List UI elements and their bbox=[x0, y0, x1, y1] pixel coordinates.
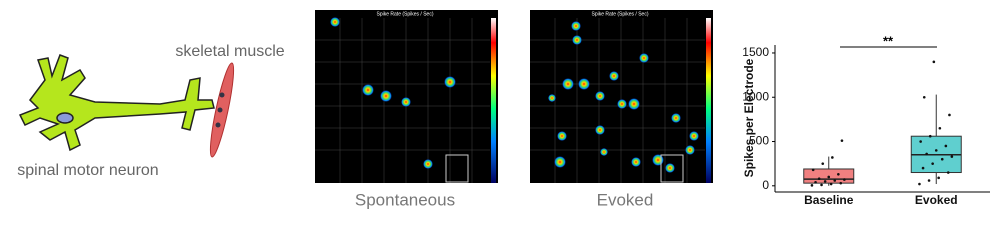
annotation: ** bbox=[883, 33, 894, 48]
heatmap bbox=[530, 10, 713, 183]
data-point bbox=[814, 180, 817, 184]
data-point bbox=[944, 144, 948, 148]
y-tick-label: 500 bbox=[749, 134, 769, 148]
y-axis-label: Spikes per Electrode bbox=[742, 58, 756, 177]
caption: Spontaneous bbox=[355, 190, 455, 209]
data-point bbox=[831, 156, 834, 159]
data-point bbox=[811, 168, 815, 172]
figure: skeletal muscle spinal motor neuron Spik… bbox=[17, 10, 990, 209]
data-point bbox=[837, 172, 840, 176]
label: spinal motor neuron bbox=[17, 162, 158, 179]
neuron-illustration bbox=[18, 54, 215, 152]
data-point bbox=[827, 175, 831, 179]
data-point bbox=[937, 176, 940, 180]
x-tick-label: Baseline bbox=[804, 193, 854, 207]
data-point bbox=[810, 184, 814, 187]
caption: Evoked bbox=[597, 190, 654, 209]
data-point bbox=[934, 149, 938, 152]
data-point bbox=[922, 95, 926, 99]
label: skeletal muscle bbox=[175, 43, 284, 60]
data-point bbox=[823, 180, 827, 183]
data-point bbox=[833, 179, 837, 182]
data-point bbox=[918, 182, 921, 186]
data-point bbox=[938, 126, 942, 130]
data-point bbox=[932, 60, 936, 64]
data-point bbox=[829, 182, 833, 186]
data-point bbox=[921, 166, 925, 170]
y-tick-label: 1000 bbox=[742, 89, 769, 103]
data-point bbox=[840, 139, 844, 142]
data-point bbox=[928, 134, 932, 138]
data-point bbox=[948, 113, 951, 117]
y-tick-label: 0 bbox=[762, 178, 769, 192]
data-point bbox=[946, 171, 950, 174]
data-point bbox=[925, 152, 928, 156]
data-point bbox=[821, 162, 825, 165]
heatmap-title: Spike Rate (Spikes / Sec) bbox=[377, 11, 434, 17]
x-tick-label: Evoked bbox=[915, 193, 958, 207]
data-point bbox=[839, 181, 843, 185]
data-point bbox=[820, 183, 823, 187]
data-point bbox=[919, 140, 922, 143]
data-point bbox=[950, 155, 954, 158]
heatmap bbox=[315, 10, 498, 183]
data-point bbox=[843, 178, 846, 181]
y-tick-label: 1500 bbox=[742, 45, 769, 59]
muscle bbox=[209, 62, 235, 158]
data-point bbox=[817, 177, 821, 181]
data-point bbox=[940, 157, 944, 161]
data-point bbox=[931, 162, 934, 165]
heatmap-title: Spike Rate (Spikes / Sec) bbox=[592, 11, 649, 17]
data-point bbox=[927, 179, 931, 182]
